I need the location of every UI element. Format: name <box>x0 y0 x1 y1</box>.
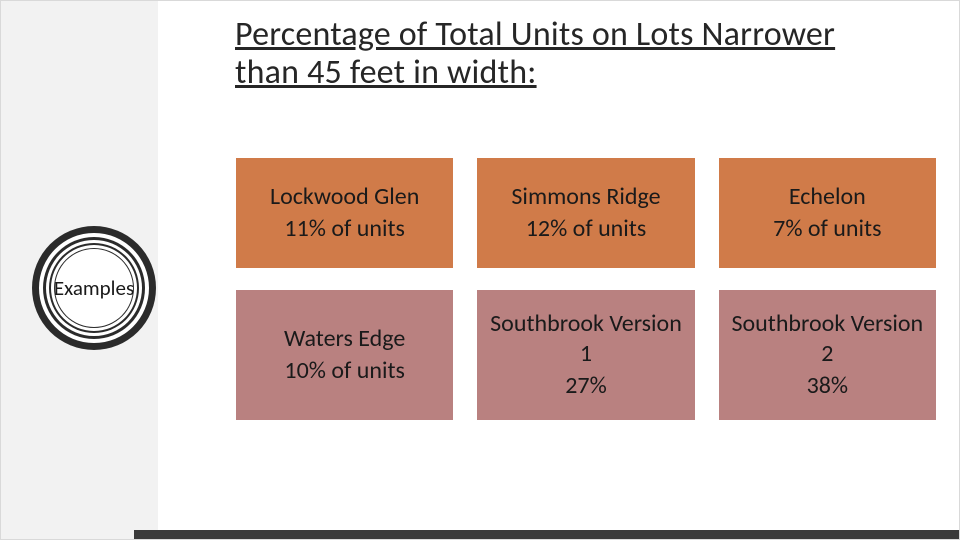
card-value: 38% <box>807 371 848 401</box>
card-name: Lockwood Glen <box>270 182 419 212</box>
card-simmons-ridge: Simmons Ridge 12% of units <box>477 158 694 268</box>
card-name: Southbrook Version 2 <box>727 309 928 369</box>
card-value: 11% of units <box>284 214 404 244</box>
examples-badge-label: Examples <box>54 248 134 328</box>
card-name: Simmons Ridge <box>511 182 660 212</box>
card-lockwood-glen: Lockwood Glen 11% of units <box>236 158 453 268</box>
card-waters-edge: Waters Edge 10% of units <box>236 290 453 420</box>
card-echelon: Echelon 7% of units <box>719 158 936 268</box>
card-value: 12% of units <box>526 214 646 244</box>
card-southbrook-v1: Southbrook Version 1 27% <box>477 290 694 420</box>
card-value: 7% of units <box>773 214 881 244</box>
examples-badge: Examples <box>32 226 156 350</box>
card-value: 10% of units <box>284 356 404 386</box>
footer-bar <box>158 530 960 540</box>
slide: Percentage of Total Units on Lots Narrow… <box>0 0 960 540</box>
card-value: 27% <box>565 371 606 401</box>
card-southbrook-v2: Southbrook Version 2 38% <box>719 290 936 420</box>
card-name: Southbrook Version 1 <box>485 309 686 369</box>
slide-title: Percentage of Total Units on Lots Narrow… <box>235 16 895 92</box>
card-name: Waters Edge <box>284 324 405 354</box>
card-name: Echelon <box>789 182 866 212</box>
cards-grid: Lockwood Glen 11% of units Simmons Ridge… <box>236 158 936 420</box>
